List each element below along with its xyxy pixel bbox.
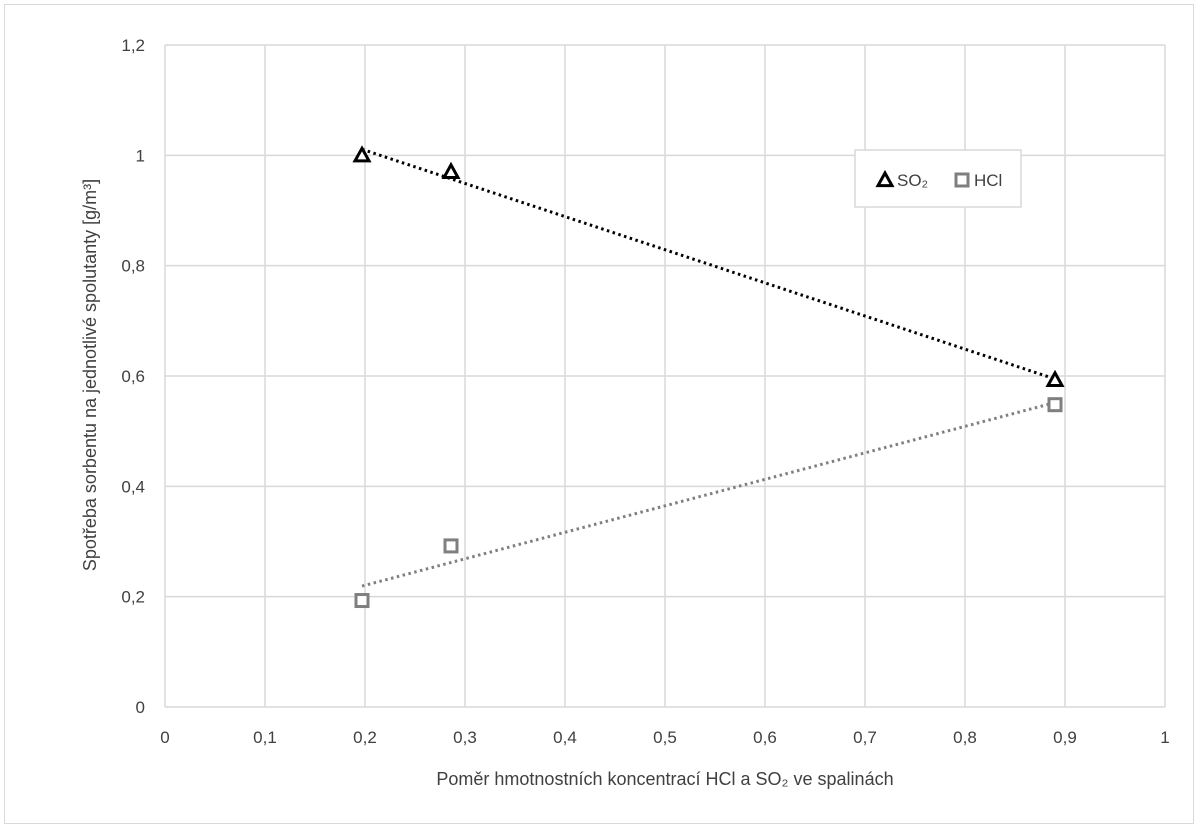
- y-tick-label: 0,8: [121, 257, 145, 276]
- trendline-triangle: [361, 147, 1056, 381]
- x-tick-label: 0,5: [653, 728, 677, 747]
- x-tick-labels: 0 0,1 0,2 0,3 0,4 0,5 0,6 0,7 0,8 0,9 1: [160, 728, 1169, 747]
- x-tick-label: 0,7: [853, 728, 877, 747]
- x-tick-label: 0,1: [253, 728, 277, 747]
- x-tick-label: 0,4: [553, 728, 577, 747]
- triangle-marker: [875, 169, 895, 188]
- square-marker: [354, 593, 370, 609]
- y-tick-label: 0,6: [121, 367, 145, 386]
- triangle-marker: [1045, 369, 1065, 387]
- square-marker: [1047, 397, 1063, 413]
- legend-entry: SO₂: [897, 171, 928, 190]
- y-tick-label: 0,4: [121, 477, 145, 496]
- y-tick-label: 1,2: [121, 36, 145, 55]
- x-tick-label: 1: [1160, 728, 1169, 747]
- x-tick-label: 0,2: [353, 728, 377, 747]
- square-marker: [443, 538, 459, 554]
- legend: SO₂ HCl: [854, 149, 1022, 208]
- y-tick-label: 0: [136, 698, 145, 717]
- trendlines: [361, 147, 1056, 588]
- y-axis-label: Spotřeba sorbentu na jednotlivé spolutan…: [80, 179, 100, 571]
- triangle-marker: [352, 145, 372, 163]
- square-marker: [954, 172, 970, 188]
- x-tick-label: 0,6: [753, 728, 777, 747]
- x-tick-label: 0,3: [453, 728, 477, 747]
- y-tick-labels: 0 0,2 0,4 0,6 0,8 1 1,2: [121, 36, 145, 717]
- x-tick-label: 0,8: [953, 728, 977, 747]
- legend-entry: HCl: [974, 171, 1002, 190]
- x-axis-label: Poměr hmotnostních koncentrací HCl a SO₂…: [436, 769, 893, 789]
- trendline-square: [361, 401, 1056, 588]
- legend-items: SO₂ HCl: [875, 169, 1002, 190]
- x-tick-label: 0,9: [1053, 728, 1077, 747]
- markers: [352, 145, 1065, 609]
- y-tick-label: 1: [136, 146, 145, 165]
- x-tick-label: 0: [160, 728, 169, 747]
- chart-frame: [4, 4, 1194, 824]
- grid: [164, 44, 1166, 708]
- y-tick-label: 0,2: [121, 588, 145, 607]
- triangle-marker: [441, 161, 461, 179]
